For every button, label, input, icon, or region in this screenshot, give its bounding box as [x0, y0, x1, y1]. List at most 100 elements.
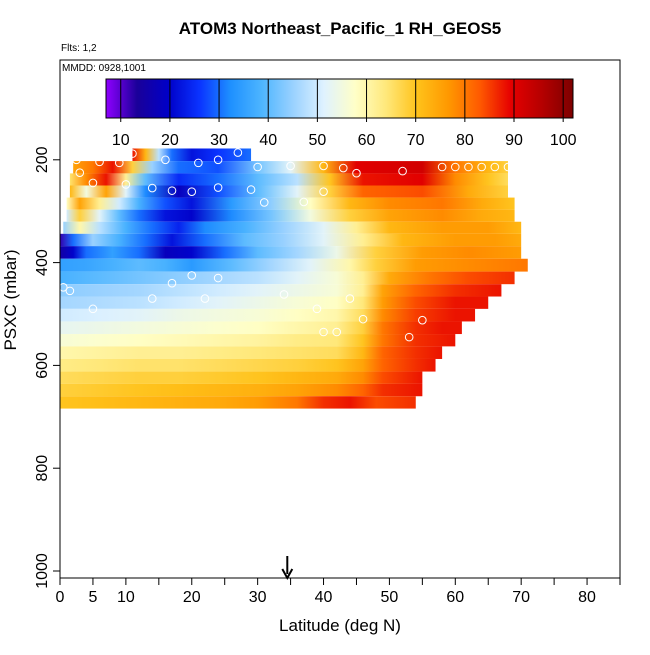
- observation-point: [128, 149, 137, 158]
- observation-point: [200, 294, 210, 303]
- observation-point: [65, 286, 75, 296]
- observation-point: [329, 558, 338, 568]
- x-tick-label: 60: [446, 589, 464, 606]
- x-tick-label: 80: [578, 589, 596, 606]
- observation-point: [121, 180, 131, 189]
- colorbar: 10 20 30 40 50 60 70 80 90 100: [105, 78, 577, 149]
- observation-point: [63, 551, 73, 560]
- plot-frame: [59, 59, 621, 579]
- heatmap-row: [60, 246, 522, 259]
- observation-point: [187, 271, 197, 280]
- observation-point: [437, 162, 447, 172]
- observation-point: [114, 158, 124, 168]
- observation-point: [418, 315, 427, 325]
- observation-point: [345, 294, 355, 303]
- observation-point: [477, 162, 486, 172]
- x-tick-label: 5: [88, 589, 97, 606]
- x-tick-label: 70: [512, 589, 530, 606]
- y-tick-label: 800: [34, 455, 51, 482]
- heatmap-row: [132, 148, 252, 162]
- colorbar-tick-label: 40: [259, 132, 277, 149]
- y-tick-label: 400: [34, 249, 51, 276]
- observation-point: [319, 161, 328, 171]
- x-tick-label: 50: [381, 589, 399, 606]
- observation-point: [312, 304, 322, 314]
- heatmap-row: [60, 371, 423, 384]
- heatmap-row: [63, 221, 522, 234]
- colorbar-tick-label: 50: [308, 132, 326, 149]
- observation-point: [523, 302, 533, 312]
- colorbar-ticks: 10 20 30 40 50 60 70 80 90 100: [112, 79, 577, 149]
- heatmap-row: [69, 173, 508, 186]
- observation-point: [319, 187, 328, 196]
- observation-point: [60, 282, 68, 292]
- observation-point: [194, 158, 203, 168]
- observation-point: [95, 558, 104, 568]
- observation-point: [398, 166, 407, 176]
- y-tick-label: 600: [34, 352, 51, 379]
- observation-point: [213, 273, 223, 283]
- x-axis: 0 5 10 20 30 40 50 60 70 80: [56, 578, 621, 606]
- heatmap-row: [60, 258, 528, 272]
- observation-point: [312, 561, 322, 571]
- observation-point: [157, 558, 167, 568]
- observation-point: [88, 178, 98, 188]
- y-axis-title: PSXC (mbar): [1, 249, 20, 350]
- observation-point: [332, 327, 342, 337]
- colorbar-tick-label: 70: [407, 132, 425, 149]
- x-tick-label: 10: [117, 589, 135, 606]
- observation-point: [95, 157, 104, 167]
- observation-point: [167, 278, 177, 288]
- observation-points: [60, 148, 533, 573]
- heatmap-row: [60, 296, 489, 309]
- y-tick-label: 200: [34, 146, 51, 173]
- observation-point: [338, 163, 348, 173]
- observation-point: [503, 162, 513, 172]
- heatmap-row: [60, 383, 423, 397]
- y-axis: 200 400 600 800 1000: [34, 146, 60, 589]
- heatmap-row: [60, 308, 476, 322]
- observation-point: [72, 155, 81, 165]
- observation-point: [75, 168, 85, 177]
- heatmap-row: [60, 321, 462, 335]
- heatmap-row: [66, 209, 515, 222]
- heatmap-row: [60, 396, 416, 409]
- observation-point: [259, 198, 269, 207]
- observation-point: [167, 186, 177, 195]
- observation-point: [213, 155, 223, 165]
- heatmap-row: [60, 233, 522, 247]
- observation-point: [352, 168, 361, 178]
- chart-title: ATOM3 Northeast_Pacific_1 RH_GEOS5: [179, 19, 502, 38]
- colorbar-tick-label: 100: [550, 132, 577, 149]
- observation-point: [279, 290, 289, 299]
- observation-point: [207, 558, 216, 568]
- observation-point: [299, 197, 309, 207]
- colorbar-tick-label: 20: [161, 132, 179, 149]
- observation-point: [233, 148, 243, 157]
- observation-point: [161, 155, 170, 165]
- heatmap-row: [69, 185, 508, 198]
- heatmap-row: [66, 197, 515, 210]
- observation-point: [490, 162, 500, 172]
- arrow-marker: [281, 556, 294, 581]
- colorbar-tick-label: 60: [358, 132, 376, 149]
- observation-point: [253, 162, 262, 172]
- observation-point: [147, 183, 157, 193]
- x-tick-label: 0: [56, 589, 65, 606]
- heatmap-row: [60, 334, 456, 347]
- heatmap-row: [60, 271, 515, 285]
- x-tick-label: 40: [315, 589, 333, 606]
- y-tick-label: 1000: [34, 553, 51, 589]
- colorbar-tick-label: 30: [210, 132, 228, 149]
- date-label: MMDD: 0928,1001: [62, 63, 146, 74]
- x-tick-label: 30: [249, 589, 267, 606]
- heatmap-row: [60, 346, 443, 359]
- observation-point: [371, 564, 381, 573]
- observation-point: [286, 161, 295, 171]
- x-tick-label: 20: [183, 589, 201, 606]
- observation-point: [60, 561, 68, 571]
- observation-point: [358, 314, 368, 324]
- observation-point: [404, 332, 414, 342]
